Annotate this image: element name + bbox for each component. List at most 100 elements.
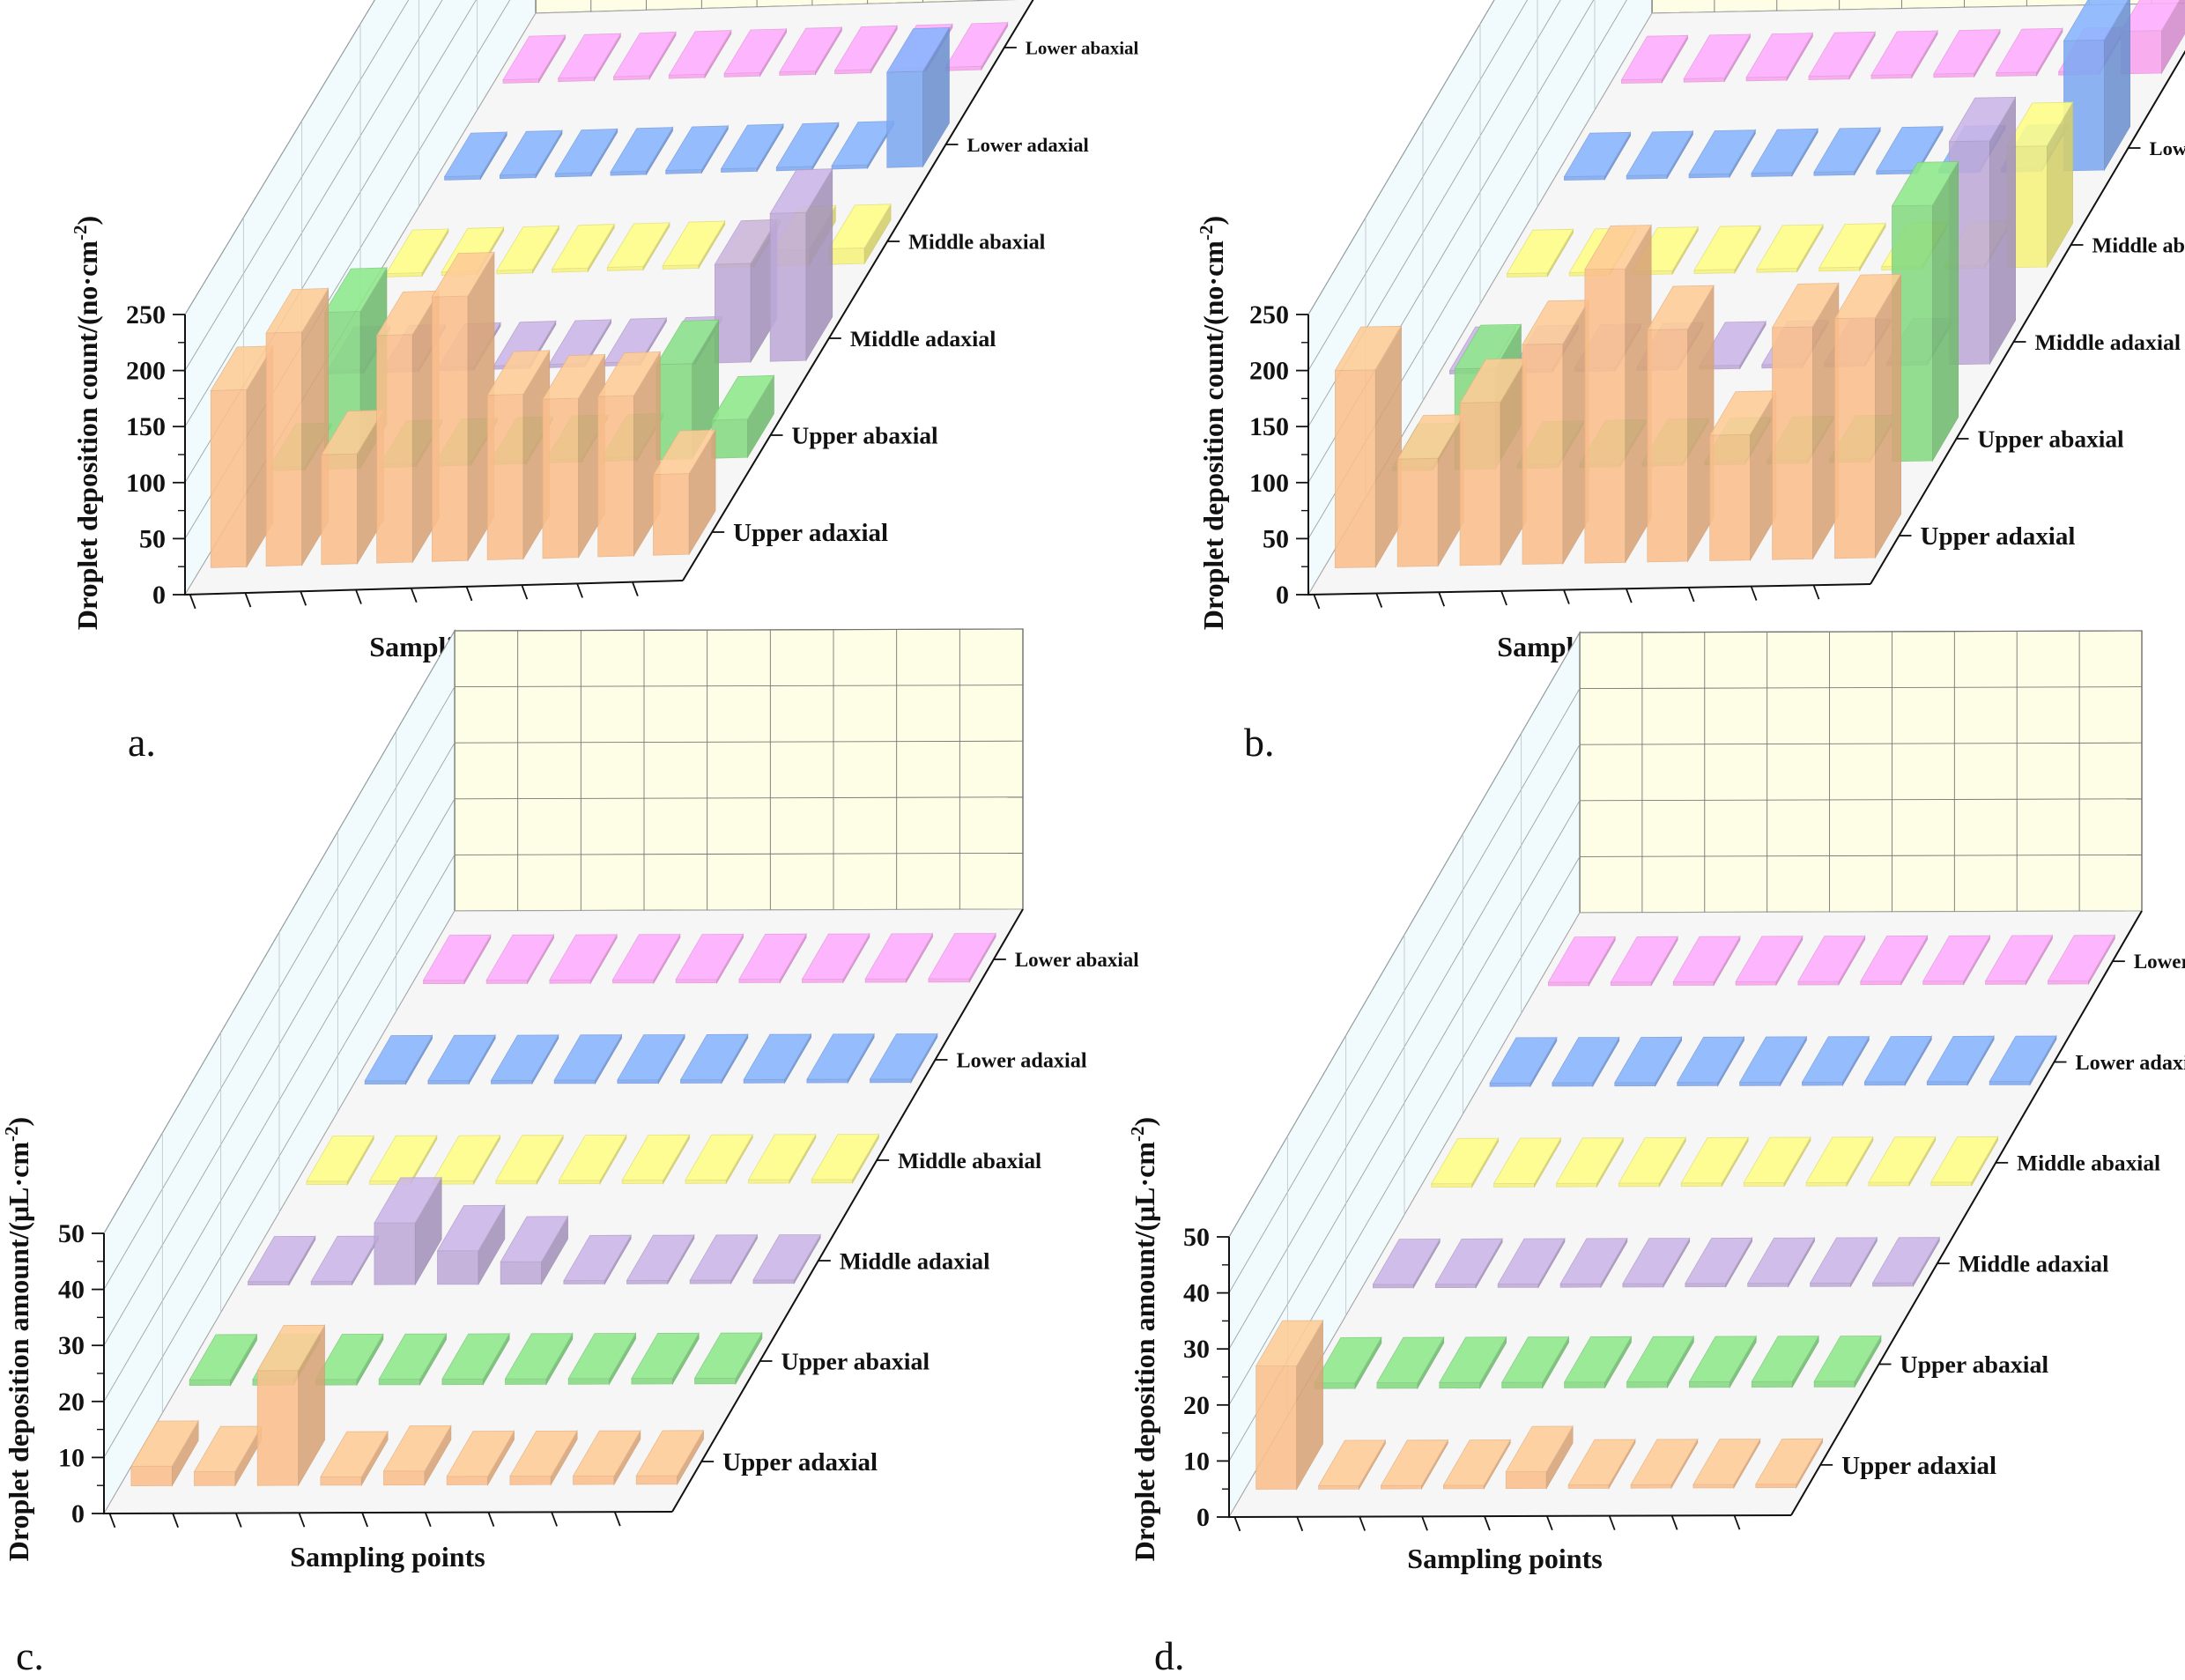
bar-top <box>1756 224 1824 270</box>
bar-top <box>374 1177 442 1224</box>
bar-top <box>1863 1035 1932 1083</box>
bar-front <box>549 979 591 984</box>
bar-top <box>499 130 563 176</box>
bar-upper-abaxial-1 <box>1314 1336 1382 1390</box>
bar-top <box>432 1135 501 1181</box>
y-tick-label: 150 <box>126 412 166 441</box>
bar-front <box>617 1079 659 1084</box>
y-tick-label: 20 <box>58 1388 85 1417</box>
bar-top <box>621 1134 691 1181</box>
y-axis-title-end: ) <box>71 216 103 226</box>
bar-top <box>1738 1036 1808 1083</box>
bar-front <box>597 395 634 558</box>
bar-front <box>210 389 248 568</box>
bar-upper-adaxial-3 <box>1459 357 1528 566</box>
bar-lower-abaxial-2 <box>1683 33 1752 83</box>
bar-front <box>1834 317 1876 559</box>
bar-middle-adaxial-6 <box>1685 1236 1753 1289</box>
bar-top <box>1891 161 1959 207</box>
bar-front <box>1567 1484 1610 1489</box>
bar-front <box>320 1476 362 1486</box>
series-label-lower-adaxial: Lower adaxial <box>967 134 1089 156</box>
bar-top <box>1372 1238 1441 1285</box>
bar-top <box>500 1216 569 1262</box>
bar-lower-adaxial-2 <box>1626 130 1694 180</box>
bar-top <box>743 1033 812 1080</box>
x-tick <box>355 589 362 604</box>
x-tick <box>1625 588 1633 603</box>
bar-top <box>752 1234 821 1281</box>
bar-front <box>802 978 844 983</box>
bar-lower-adaxial-6 <box>1876 125 1944 175</box>
bar-front <box>1376 1382 1418 1389</box>
bar-lower-adaxial-1 <box>364 1033 433 1085</box>
bar-front <box>1497 1283 1539 1288</box>
bar-lower-abaxial-4 <box>1735 935 1804 987</box>
series-label-upper-abaxial: Upper abaxial <box>781 1349 930 1376</box>
bar-top <box>382 1425 452 1472</box>
bar-front <box>689 1279 731 1284</box>
bar-top <box>1745 33 1814 78</box>
x-axis-title: Sampling points <box>1407 1543 1602 1574</box>
bar-top <box>1563 1336 1633 1383</box>
bar-middle-abaxial-6 <box>1818 222 1886 272</box>
bar-middle-abaxial-7 <box>685 1133 753 1185</box>
bar-lower-abaxial-8 <box>864 932 934 984</box>
bar-side <box>2160 0 2185 75</box>
series-label-middle-adaxial: Middle adaxial <box>850 326 996 352</box>
series-label-middle-abaxial: Middle abaxial <box>2017 1151 2160 1176</box>
panel-c: c. <box>16 1633 44 1678</box>
bar-lower-abaxial-7 <box>833 24 898 75</box>
bar-lower-abaxial-5 <box>1797 935 1866 987</box>
x-tick <box>1375 593 1383 608</box>
bar-lower-adaxial-4 <box>553 1033 623 1085</box>
bar-lower-abaxial-8 <box>1984 934 2054 986</box>
bar-top <box>502 34 567 81</box>
bar-lower-abaxial-1 <box>502 33 567 84</box>
bar-front <box>1647 329 1689 563</box>
bar-top <box>612 31 677 78</box>
bar-lower-adaxial-5 <box>617 1033 685 1085</box>
bar-lower-abaxial-4 <box>1808 30 1876 81</box>
y-axis-title-sup: -2 <box>1127 1126 1148 1142</box>
y-axis-title: Droplet deposition amount/(μL·cm-2) <box>1127 1117 1160 1561</box>
bar-front <box>376 334 413 564</box>
bar-lower-adaxial-2 <box>1552 1036 1620 1088</box>
bar-front <box>486 393 524 560</box>
bar-middle-adaxial-2 <box>310 1234 380 1286</box>
back-gridline <box>1579 854 2143 857</box>
bar-top <box>265 287 330 334</box>
x-tick <box>487 1512 495 1527</box>
series-label-lower-abaxial: Lower abaxial <box>2134 951 2185 973</box>
bar-top <box>2047 935 2115 981</box>
bar-front <box>738 979 781 983</box>
bar-lower-abaxial-1 <box>422 933 492 985</box>
bar-top <box>306 1135 374 1182</box>
bar-lower-adaxial-5 <box>1738 1035 1808 1087</box>
bar-upper-adaxial-8 <box>572 1429 641 1486</box>
bar-front <box>1863 1081 1906 1086</box>
y-tick-label: 10 <box>58 1443 85 1472</box>
bar-upper-adaxial-4 <box>375 289 440 564</box>
bar-top <box>775 122 840 168</box>
bar-front <box>748 1179 790 1184</box>
bar-side <box>1874 272 1902 559</box>
x-tick <box>424 1512 432 1528</box>
x-tick <box>1812 584 1820 600</box>
y-tick-label: 40 <box>1183 1279 1210 1308</box>
y-axis-title-main: Droplet deposition amount/(μL·cm <box>3 1142 34 1562</box>
bar-lower-adaxial-8 <box>806 1032 875 1084</box>
x-axis-title: Sampling points <box>290 1541 485 1573</box>
bar-lower-abaxial-6 <box>1860 934 1929 987</box>
bar-middle-abaxial-4 <box>1618 1136 1686 1188</box>
bar-top <box>364 1034 433 1082</box>
bar-front <box>621 1180 663 1184</box>
bar-top <box>1552 1037 1620 1084</box>
bar-front <box>310 1280 353 1285</box>
bar-top <box>662 220 726 267</box>
bar-top <box>833 25 898 71</box>
bar-top <box>563 1234 632 1282</box>
bar-front <box>509 1476 552 1485</box>
bar-middle-adaxial-9 <box>1948 95 2017 366</box>
series-label-upper-adaxial: Upper adaxial <box>733 519 888 547</box>
